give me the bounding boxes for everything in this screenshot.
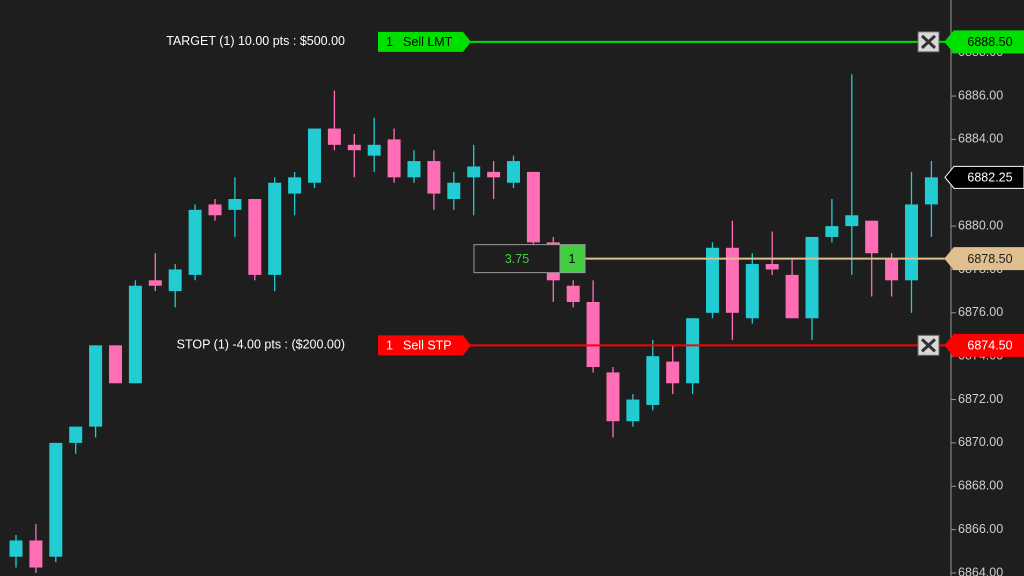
y-tick-label: 6868.00 <box>958 479 1003 493</box>
candle-body <box>805 236 819 319</box>
candle-body <box>706 247 719 313</box>
candle-body <box>526 171 540 243</box>
candle-body <box>327 128 341 145</box>
order-info: TARGET (1) 10.00 pts : $500.00 <box>166 34 345 48</box>
candle-body <box>745 264 759 319</box>
candle-body <box>168 269 182 292</box>
candle-body <box>29 540 43 568</box>
order-action: Sell STP <box>403 339 452 353</box>
y-tick-label: 6870.00 <box>958 435 1003 449</box>
candle-body <box>487 171 501 178</box>
y-tick-label: 6876.00 <box>958 305 1003 319</box>
candle-body <box>128 285 142 384</box>
order-action: Sell LMT <box>403 35 453 49</box>
candle-body <box>566 285 580 302</box>
candle-body <box>467 166 481 178</box>
price-badge-label: 6874.50 <box>967 339 1012 353</box>
candle-body <box>109 345 122 384</box>
candle-body <box>288 177 302 194</box>
candle-body <box>208 204 222 216</box>
pnl-box <box>473 244 561 274</box>
y-tick-label: 6884.00 <box>958 132 1003 146</box>
candle-body <box>69 426 83 443</box>
candle-body <box>268 182 282 275</box>
candle-body <box>49 442 63 557</box>
order-tag[interactable] <box>378 335 471 356</box>
candle-body <box>228 199 242 210</box>
order-quantity: 1 <box>386 339 393 353</box>
order-quantity: 1 <box>386 35 393 49</box>
candle-body <box>765 264 779 270</box>
candle-body <box>427 161 441 194</box>
candle-body <box>686 318 700 384</box>
candle-body <box>347 144 361 151</box>
price-badge-label: 6878.50 <box>967 252 1012 266</box>
candle-body <box>606 372 620 422</box>
candle-body <box>447 182 461 200</box>
candle-body <box>905 204 918 281</box>
candle-body <box>407 161 421 178</box>
y-tick-label: 6872.00 <box>958 392 1003 406</box>
price-badge <box>944 247 1024 271</box>
candle-body <box>865 220 879 254</box>
price-badge <box>944 30 1024 54</box>
cancel-order-button[interactable] <box>917 334 940 356</box>
candle-body <box>9 540 23 557</box>
candle-body <box>387 139 401 178</box>
candle-body <box>148 280 162 286</box>
cancel-x <box>920 34 937 49</box>
candle-body <box>586 301 600 368</box>
position-quantity: 1 <box>569 252 576 266</box>
price-badge <box>944 165 1024 189</box>
candle-body <box>367 144 381 156</box>
candle-body <box>924 177 938 205</box>
candle-body <box>725 247 739 313</box>
price-badge-label: 6888.50 <box>967 35 1012 49</box>
candle-body <box>646 356 660 405</box>
candle-body <box>885 258 899 281</box>
candle-body <box>666 361 680 384</box>
candle-body <box>785 274 799 319</box>
candle-body <box>89 345 103 427</box>
candle-body <box>248 199 262 275</box>
candle-body <box>626 399 640 422</box>
order-tag[interactable] <box>378 31 471 52</box>
pnl-value: 3.75 <box>505 252 529 266</box>
price-badge-label: 6882.25 <box>967 171 1012 185</box>
y-tick-label: 6880.00 <box>958 218 1003 232</box>
candle-body <box>188 209 202 275</box>
candle-body <box>308 128 321 183</box>
price-badge <box>944 333 1024 357</box>
y-tick-label: 6886.00 <box>958 88 1003 102</box>
cancel-order-button[interactable] <box>917 31 940 53</box>
candle-body <box>845 215 859 227</box>
order-info: STOP (1) -4.00 pts : ($200.00) <box>177 338 345 352</box>
candle-body <box>507 161 520 183</box>
y-tick-label: 6864.00 <box>958 565 1003 576</box>
position-quantity-box[interactable] <box>559 244 586 274</box>
cancel-x <box>920 338 937 353</box>
y-tick-label: 6866.00 <box>958 522 1003 536</box>
candle-body <box>825 226 839 237</box>
